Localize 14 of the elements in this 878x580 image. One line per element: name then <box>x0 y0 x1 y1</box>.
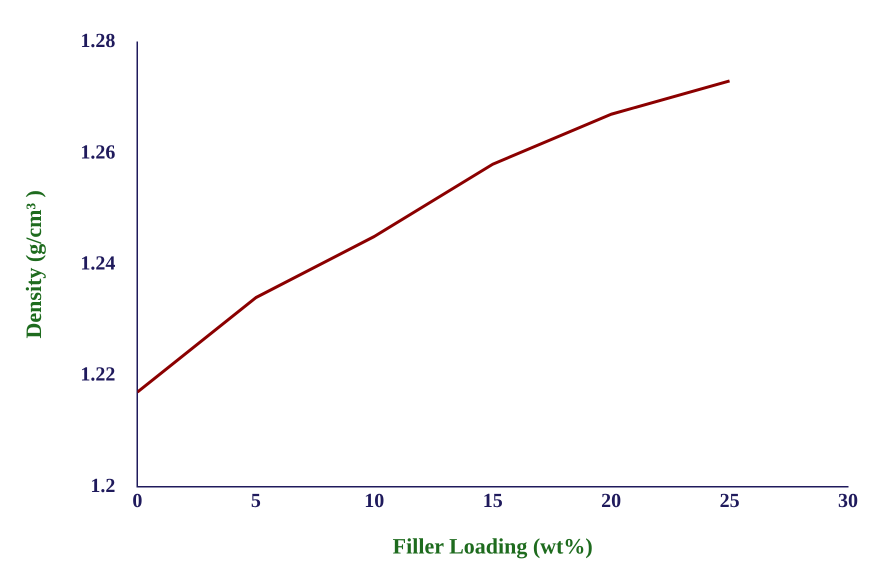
y-tick-label: 1.2 <box>90 474 116 497</box>
y-tick-label: 1.28 <box>80 30 116 52</box>
x-tick-label: 10 <box>364 490 384 512</box>
x-tick-label: 5 <box>250 490 261 512</box>
y-tick-label: 1.24 <box>80 252 116 274</box>
x-tick-label: 0 <box>132 490 142 512</box>
y-tick-label: 1.26 <box>80 141 116 164</box>
x-tick-label: 15 <box>482 490 503 512</box>
x-tick-label: 25 <box>720 490 740 512</box>
y-tick-label: 1.22 <box>80 364 116 386</box>
x-axis-title: Filler Loading (wt%) <box>392 533 593 558</box>
y-axis-title: Density (g/cm³ ) <box>20 190 46 338</box>
x-tick-label: 30 <box>838 490 858 512</box>
x-tick-label: 20 <box>601 490 622 512</box>
